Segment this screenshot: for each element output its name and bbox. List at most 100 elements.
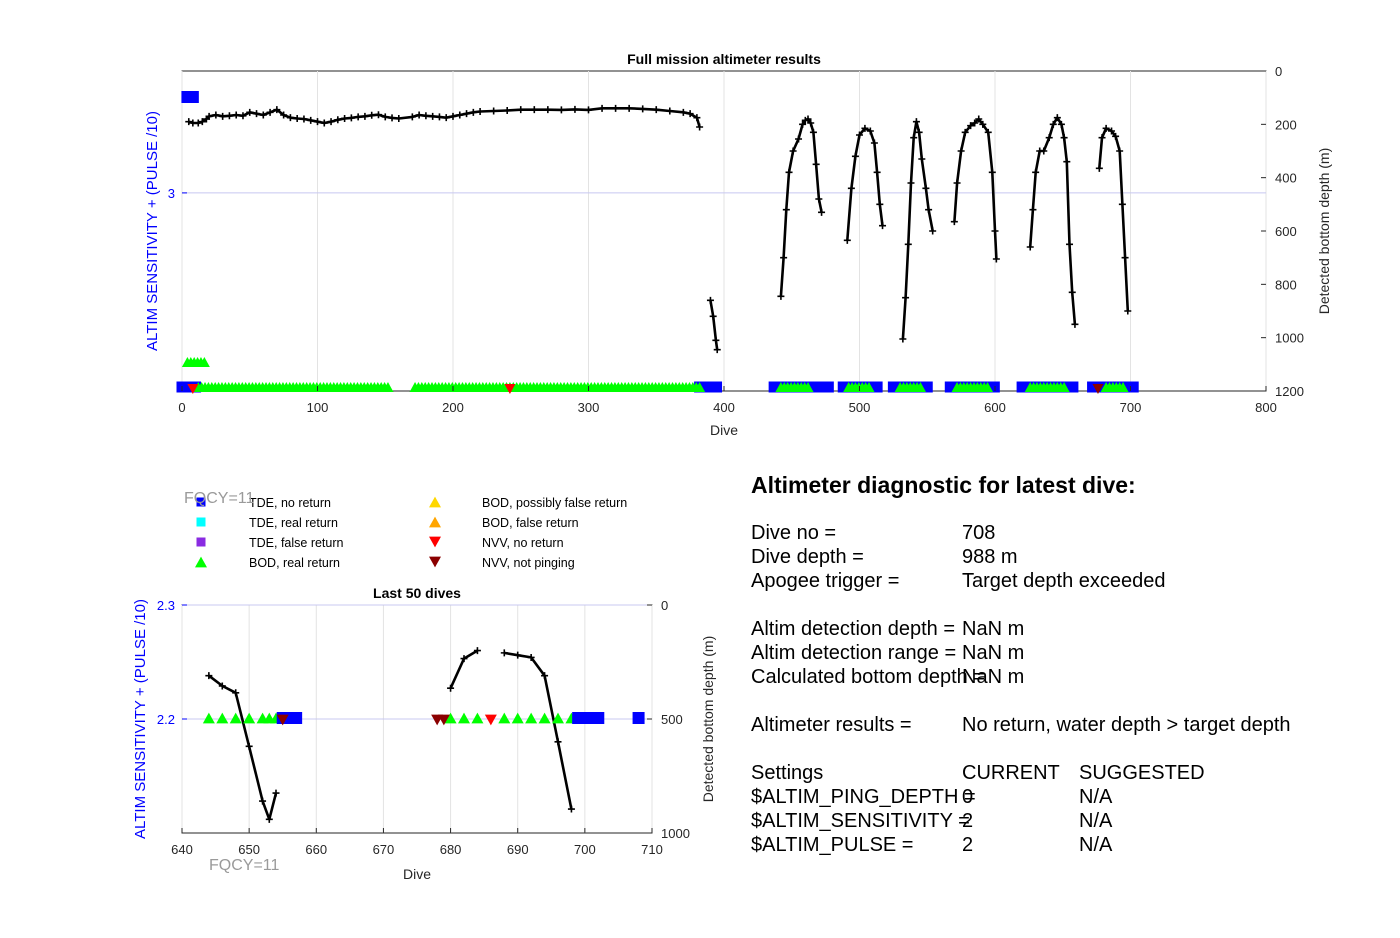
depth-point [503, 106, 511, 114]
depth-point [1045, 134, 1053, 142]
x-tick-label: 680 [440, 842, 462, 857]
depth-point [435, 113, 443, 121]
depth-point [812, 160, 820, 168]
depth-point [706, 296, 714, 304]
depth-point [984, 128, 992, 136]
depth-point [463, 110, 471, 118]
depth-point [1068, 288, 1076, 296]
depth-point [910, 134, 918, 142]
depth-point [205, 112, 213, 120]
depth-point [918, 155, 926, 163]
marker-tde-no-return [871, 381, 883, 393]
depth-point [1057, 120, 1065, 128]
depth-point [915, 128, 923, 136]
marker-bod-real-return [229, 712, 242, 724]
depth-point [1116, 147, 1124, 155]
depth-point [1049, 120, 1057, 128]
setting-ping-depth-current: 0 [962, 786, 973, 808]
marker-tde-no-return [822, 381, 834, 393]
depth-point [804, 115, 812, 123]
depth-point [612, 104, 620, 112]
marker-tde-no-return [592, 712, 605, 724]
bottom-y-ticks-right: 0 500 1000 [647, 598, 690, 841]
depth-point [1071, 320, 1079, 328]
legend-marker [429, 496, 441, 508]
diag-value-detection-range: NaN m [962, 642, 1024, 664]
x-tick-label: 660 [305, 842, 327, 857]
depth-point [368, 111, 376, 119]
depth-point [1053, 114, 1061, 122]
marker-nvv-not-pinging [1092, 384, 1104, 394]
depth-point [185, 118, 193, 126]
depth-point [639, 105, 647, 113]
depth-point [789, 147, 797, 155]
depth-point [856, 131, 863, 139]
diag-label-apogee: Apogee trigger = [751, 570, 899, 592]
y-tick-label-right: 0 [1275, 64, 1282, 79]
marker-bod-real-return [202, 712, 215, 724]
bottom-y-label-right: Detected bottom depth (m) [700, 636, 716, 803]
depth-point [861, 124, 869, 132]
depth-point [625, 104, 633, 112]
legend-marker [196, 517, 206, 527]
depth-point [876, 200, 884, 208]
marker-tde-no-return [290, 712, 303, 724]
depth-point [585, 106, 592, 114]
depth-point [712, 336, 720, 344]
depth-point [843, 236, 851, 244]
depth-point [554, 738, 562, 746]
depth-point [246, 108, 254, 116]
depth-point [782, 206, 790, 214]
depth-point [307, 116, 315, 124]
depth-point [245, 742, 253, 750]
depth-point [314, 118, 321, 126]
marker-nvv-no-return [504, 384, 516, 394]
depth-point [851, 152, 859, 160]
marker-bod-real-return [802, 382, 814, 392]
bottom-y-label-left: ALTIM SENSITIVITY + (PULSE /10) [132, 599, 149, 839]
diagnostic-title: Altimeter diagnostic for latest dive: [751, 472, 1136, 498]
depth-point [259, 797, 267, 805]
y-tick-label-right: 0 [661, 598, 668, 613]
depth-point [870, 139, 878, 147]
depth-point [975, 115, 983, 123]
y-tick-label-right: 400 [1275, 171, 1297, 186]
depth-point [456, 111, 464, 119]
x-tick-label: 200 [442, 400, 464, 415]
depth-point [696, 123, 704, 131]
depth-point [225, 112, 233, 120]
depth-point [415, 111, 423, 119]
depth-point [239, 112, 247, 120]
depth-point [780, 254, 788, 262]
diag-value-dive-depth: 988 m [962, 546, 1018, 568]
y-tick-label-right: 1000 [1275, 331, 1304, 346]
depth-point [991, 227, 999, 235]
depth-line [953, 117, 998, 260]
legend-label: BOD, possibly false return [482, 496, 627, 510]
depth-line [846, 127, 884, 241]
legend-label: TDE, real return [249, 516, 338, 530]
depth-point [866, 127, 874, 135]
depth-point [442, 114, 450, 122]
depth-point [517, 106, 525, 114]
marker-nvv-not-pinging [276, 714, 289, 726]
marker-bod-real-return [498, 712, 511, 724]
depth-point [807, 119, 815, 127]
depth-point [198, 118, 206, 126]
top-y-ticks-right: 0 200 400 600 800 1000 1200 [1261, 64, 1304, 399]
x-tick-label: 690 [507, 842, 529, 857]
depth-point [381, 113, 389, 121]
marker-bod-real-return [863, 382, 875, 392]
setting-sensitivity-current: 2 [962, 810, 973, 832]
depth-point [961, 128, 969, 136]
x-tick-label: 710 [641, 842, 663, 857]
depth-point [395, 114, 403, 122]
depth-point [567, 805, 575, 813]
x-tick-label: 500 [849, 400, 871, 415]
depth-point [232, 689, 240, 697]
marker-bod-real-return [458, 712, 470, 724]
x-tick-label: 700 [1120, 400, 1142, 415]
legend-label: BOD, false return [482, 516, 579, 530]
depth-point [544, 106, 552, 114]
